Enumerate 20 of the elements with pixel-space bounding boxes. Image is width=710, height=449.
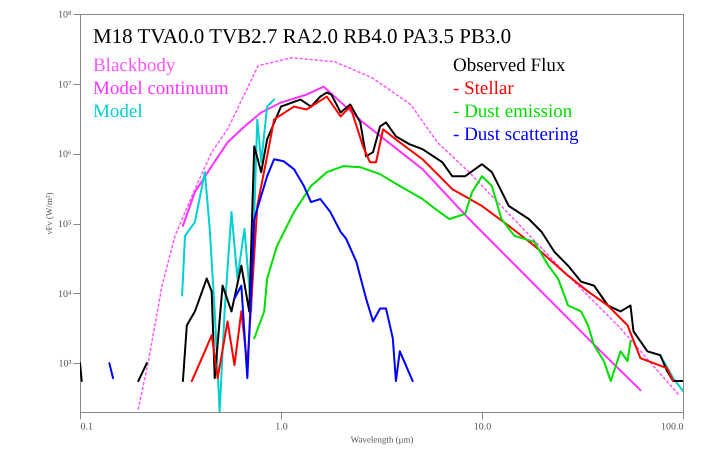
x-tick-label: 1.0 — [275, 422, 288, 432]
text: - Dust scattering — [453, 124, 580, 145]
y-tick-label: 10⁴ — [58, 288, 72, 300]
text: M18 TVA0.0 TVB2.7 RA2.0 RB4.0 PA3.5 PB3.0 — [93, 24, 512, 48]
y-tick-label: 10⁶ — [58, 149, 72, 160]
text: Observed Flux — [453, 55, 566, 76]
x-tick-label: 100.0 — [661, 422, 684, 432]
x-tick-label: 10.0 — [474, 422, 492, 432]
y-tick-label: 10³ — [58, 358, 72, 370]
y-tick-label: 10⁵ — [58, 219, 72, 230]
y-axis-title: νFν (W/m²) — [44, 192, 54, 235]
text: - Dust emission — [453, 101, 573, 122]
series-label: Model continuum — [93, 78, 229, 99]
text: Blackbody — [93, 55, 176, 76]
y-tick-label: 10⁷ — [58, 79, 72, 90]
y-tick-label: 10⁸ — [58, 10, 72, 20]
text: Model — [93, 101, 143, 122]
x-axis-title: Wavelength (μm) — [350, 434, 414, 444]
text: - Stellar — [453, 78, 514, 99]
x-tick-label: 0.1 — [80, 422, 93, 432]
